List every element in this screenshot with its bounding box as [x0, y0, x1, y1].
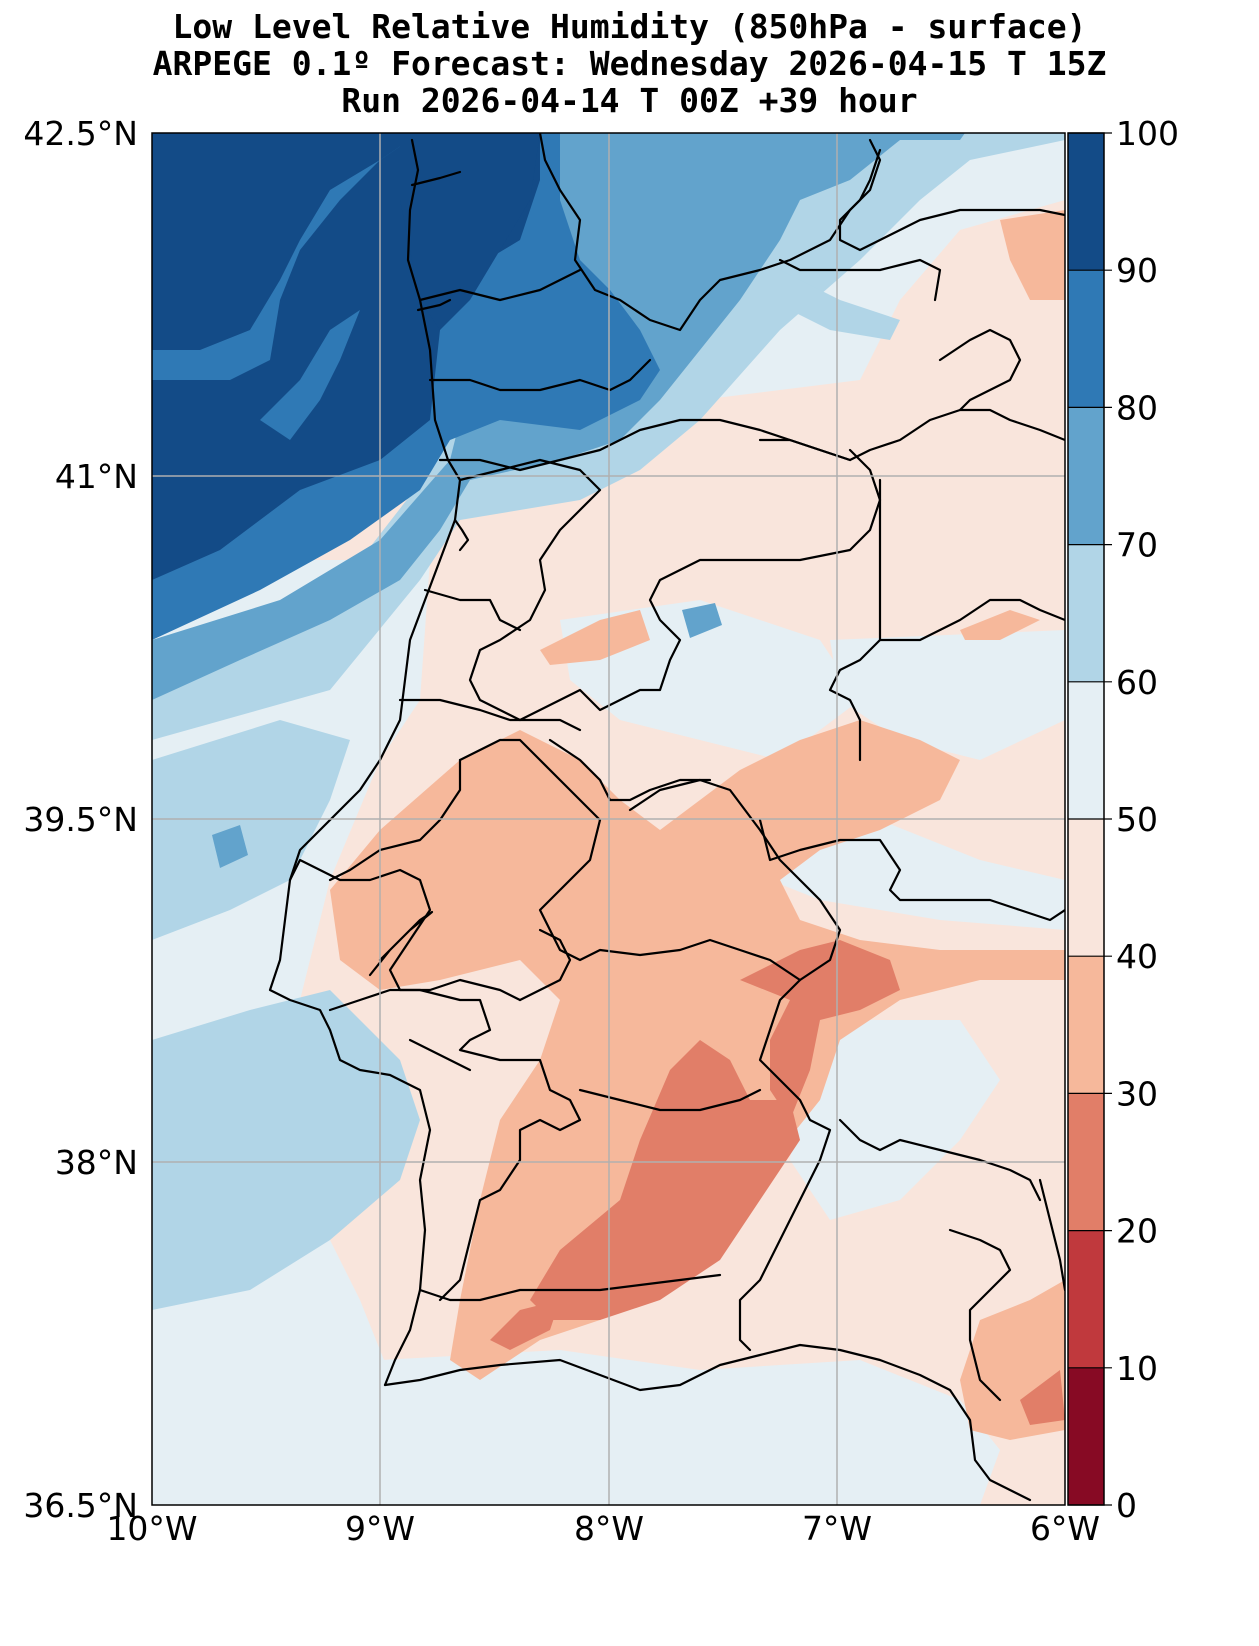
lat-tick-label: 38°N [55, 1143, 138, 1182]
district-border-15 [778, 258, 942, 302]
rh-band-70-80-blob-west [212, 825, 248, 868]
colorbar-swatch-80-90 [1068, 270, 1104, 408]
plot-frame [151, 132, 1066, 1506]
district-border-16 [758, 408, 1065, 462]
colorbar-swatch-50-60 [1068, 681, 1104, 820]
coastline-south [383, 1343, 1032, 1502]
rh-band-30-40-east-mid [960, 610, 1040, 640]
colorbar-tick-label: 90 [1116, 251, 1158, 290]
lat-tick-label: 39.5°N [23, 800, 138, 839]
colorbar-swatch-10-20 [1068, 1230, 1104, 1369]
district-border-7 [458, 738, 802, 982]
galicia-ria-2 [416, 298, 452, 312]
district-border-11 [328, 988, 582, 1302]
rh-band-60-70-ocean-mid [152, 720, 350, 940]
colorbar-tick-label: 0 [1116, 1486, 1137, 1525]
lon-tick-label: 7°W [802, 1509, 872, 1548]
lat-tick-label: 42.5°N [23, 114, 138, 153]
lon-axis: 10°W 9°W 8°W 7°W 6°W [106, 1509, 1100, 1548]
rh-band-30-40-east [1000, 210, 1065, 300]
colorbar-tick-label: 50 [1116, 800, 1158, 839]
lagoon-aveiro [453, 518, 470, 552]
district-border-2 [428, 358, 652, 392]
district-border-19 [938, 328, 1022, 412]
rh-band-50-60-southeast [790, 1020, 1000, 1220]
rh-band-20-30-far-southeast [1020, 1370, 1065, 1425]
border-portugal-spain-south [628, 778, 842, 1352]
rh-band-60-70-north-east [780, 270, 900, 340]
colorbar-swatch-40-50 [1068, 819, 1104, 957]
colorbar-swatch-0-10 [1068, 1367, 1104, 1506]
district-border-8 [328, 758, 462, 882]
colorbar-tick-label: 80 [1116, 388, 1158, 427]
colorbar-swatch-90-100 [1068, 133, 1104, 271]
district-border-13 [418, 1273, 722, 1302]
rh-band-70-80-blob-center [682, 603, 722, 638]
colorbar-tick-label: 20 [1116, 1212, 1158, 1251]
district-border-21 [838, 1118, 1042, 1202]
colorbar-swatch-30-40 [1068, 956, 1104, 1094]
rh-band-90-100-coast [400, 133, 540, 330]
gridlines [152, 133, 1065, 1505]
estuary-tagus [368, 910, 434, 977]
lat-axis: 42.5°N 41°N 39.5°N 38°N 36.5°N [23, 114, 138, 1525]
lat-tick-label: 41°N [55, 457, 138, 496]
district-border-10 [518, 928, 572, 1002]
rh-band-90-100-northwest [152, 133, 420, 350]
district-border-12 [578, 1088, 762, 1112]
colorbar-swatch-70-80 [1068, 407, 1104, 546]
rh-band-20-30-east [740, 940, 900, 1120]
rh-band-20-30-southwest [490, 1300, 560, 1350]
district-border-1 [418, 268, 582, 302]
estuary-sado [408, 1038, 472, 1072]
district-border-14 [838, 148, 1065, 252]
district-border-4 [423, 588, 522, 632]
colorbar-tick-label: 100 [1116, 114, 1179, 153]
lon-tick-label: 9°W [345, 1509, 415, 1548]
lat-tick-label: 36.5°N [23, 1486, 138, 1525]
galicia-ria-1 [410, 170, 462, 187]
rh-band-60-70-ocean-south [152, 990, 420, 1310]
district-border-9 [288, 858, 522, 1002]
coastline-west [268, 138, 462, 1387]
district-border-5 [398, 698, 582, 732]
district-border-18 [878, 598, 1065, 642]
district-border-20 [758, 818, 1065, 922]
coastlines-and-borders [268, 133, 1065, 1502]
colorbar-tick-label: 30 [1116, 1074, 1158, 1113]
colorbar-tick-label: 40 [1116, 937, 1158, 976]
rh-band-80-90-inner-ocean [260, 310, 360, 440]
colorbar-tick-label: 10 [1116, 1349, 1158, 1388]
district-border-22 [948, 1228, 1012, 1402]
rh-band-50-60-east [830, 630, 1065, 760]
title-line-2: ARPEGE 0.1º Forecast: Wednesday 2026-04-… [152, 44, 1107, 83]
district-border-6 [548, 738, 712, 802]
colorbar-tick-label: 70 [1116, 526, 1158, 565]
title-line-3: Run 2026-04-14 T 00Z +39 hour [341, 81, 918, 120]
colorbar-swatch-20-30 [1068, 1093, 1104, 1232]
map-title: Low Level Relative Humidity (850hPa - su… [0, 8, 1259, 119]
district-border-23 [1038, 1178, 1065, 1292]
lon-tick-label: 10°W [106, 1509, 197, 1548]
colorbar-swatch-60-70 [1068, 544, 1104, 683]
lon-tick-label: 6°W [1030, 1509, 1100, 1548]
rh-band-50-60-coast-south [380, 1350, 1000, 1505]
title-line-1: Low Level Relative Humidity (850hPa - su… [172, 7, 1087, 46]
colorbar-tick-label: 60 [1116, 663, 1158, 702]
rh-band-20-30-south [530, 1040, 800, 1320]
lon-tick-label: 8°W [574, 1509, 644, 1548]
border-portugal-spain [458, 448, 882, 722]
district-border-17 [828, 478, 882, 762]
rh-band-30-40-north-central [540, 610, 650, 665]
